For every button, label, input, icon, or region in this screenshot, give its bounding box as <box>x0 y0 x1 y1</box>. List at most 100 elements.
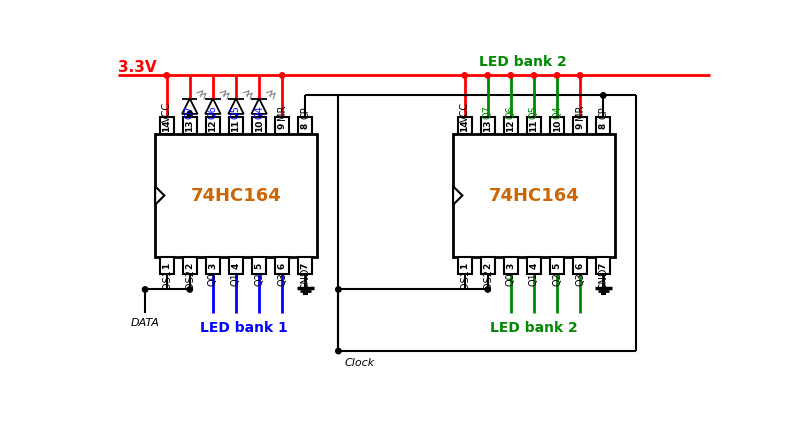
Bar <box>252 257 266 274</box>
Text: VCC: VCC <box>162 102 172 122</box>
Text: 6: 6 <box>278 262 287 269</box>
Bar <box>229 117 243 134</box>
Text: DS1: DS1 <box>162 269 172 288</box>
Text: MR: MR <box>575 104 585 120</box>
Text: 5: 5 <box>255 262 264 269</box>
Text: 7: 7 <box>301 262 310 269</box>
Text: VCC: VCC <box>459 102 470 122</box>
Text: DS2: DS2 <box>483 269 492 288</box>
Bar <box>160 257 173 274</box>
Text: DATA: DATA <box>131 319 160 328</box>
Text: Q0: Q0 <box>208 272 218 286</box>
Text: 3: 3 <box>506 262 515 269</box>
Text: Q6: Q6 <box>208 105 218 119</box>
Bar <box>504 117 517 134</box>
Text: 4: 4 <box>231 262 240 269</box>
Text: GND: GND <box>598 267 609 290</box>
Text: Q2: Q2 <box>552 272 562 286</box>
Bar <box>206 257 220 274</box>
Text: DS2: DS2 <box>185 269 195 288</box>
Circle shape <box>600 93 606 98</box>
Circle shape <box>485 73 491 78</box>
Text: Q7: Q7 <box>185 105 195 119</box>
Bar <box>252 117 266 134</box>
Text: DS1: DS1 <box>459 269 470 288</box>
Bar <box>229 257 243 274</box>
Text: LED bank 1: LED bank 1 <box>200 321 288 335</box>
Text: 7: 7 <box>599 262 608 269</box>
Polygon shape <box>206 99 221 114</box>
Text: 8: 8 <box>599 122 608 129</box>
Circle shape <box>187 287 193 292</box>
Text: Clock: Clock <box>344 358 375 368</box>
Bar <box>596 257 610 274</box>
Bar <box>183 257 197 274</box>
Text: Q1: Q1 <box>529 272 539 286</box>
Text: 6: 6 <box>575 262 584 269</box>
Bar <box>183 117 197 134</box>
Bar <box>504 257 517 274</box>
Text: 74HC164: 74HC164 <box>190 187 281 204</box>
Circle shape <box>577 73 583 78</box>
Circle shape <box>280 73 285 78</box>
Bar <box>155 134 317 257</box>
Text: 3.3V: 3.3V <box>118 60 157 75</box>
Text: 10: 10 <box>553 119 562 132</box>
Bar <box>298 257 312 274</box>
Bar <box>206 117 220 134</box>
Text: 5: 5 <box>553 262 562 269</box>
Bar <box>453 134 615 257</box>
Text: 2: 2 <box>185 262 194 269</box>
Bar <box>481 257 495 274</box>
Circle shape <box>164 73 169 78</box>
Bar <box>573 117 587 134</box>
Text: GND: GND <box>301 267 310 290</box>
Text: 4: 4 <box>530 262 538 269</box>
Bar <box>275 257 289 274</box>
Text: MR: MR <box>277 104 287 120</box>
Text: 1: 1 <box>460 262 469 269</box>
Text: 10: 10 <box>255 119 264 132</box>
Text: 14: 14 <box>162 119 171 132</box>
Polygon shape <box>155 186 164 205</box>
Bar <box>527 117 541 134</box>
Circle shape <box>508 73 513 78</box>
Circle shape <box>555 73 559 78</box>
Text: 3: 3 <box>209 262 218 269</box>
Text: Q0: Q0 <box>506 272 516 286</box>
Text: Q6: Q6 <box>506 105 516 119</box>
Text: 13: 13 <box>185 119 194 132</box>
Bar <box>458 117 472 134</box>
Text: Q4: Q4 <box>552 105 562 119</box>
Text: LED bank 2: LED bank 2 <box>490 321 578 335</box>
Polygon shape <box>228 99 243 114</box>
Text: 9: 9 <box>575 122 584 129</box>
Text: 2: 2 <box>484 262 492 269</box>
Bar <box>298 117 312 134</box>
Text: Q2: Q2 <box>254 272 264 286</box>
Text: Q5: Q5 <box>231 105 241 119</box>
Bar <box>550 257 564 274</box>
Circle shape <box>187 111 193 117</box>
Text: LED bank 2: LED bank 2 <box>479 55 567 69</box>
Bar <box>275 117 289 134</box>
Text: 12: 12 <box>209 119 218 132</box>
Text: 14: 14 <box>460 119 469 132</box>
Text: CP: CP <box>598 106 609 119</box>
Circle shape <box>485 287 491 292</box>
Bar <box>527 257 541 274</box>
Circle shape <box>335 287 341 292</box>
Text: Q1: Q1 <box>231 272 241 286</box>
Bar <box>458 257 472 274</box>
Polygon shape <box>453 186 463 205</box>
Polygon shape <box>182 99 197 114</box>
Text: 8: 8 <box>301 122 310 129</box>
Bar <box>596 117 610 134</box>
Text: Q7: Q7 <box>483 105 492 119</box>
Text: 12: 12 <box>506 119 515 132</box>
Text: 74HC164: 74HC164 <box>488 187 580 204</box>
Text: Q4: Q4 <box>254 105 264 119</box>
Polygon shape <box>251 99 267 114</box>
Text: Q5: Q5 <box>529 105 539 119</box>
Bar <box>550 117 564 134</box>
